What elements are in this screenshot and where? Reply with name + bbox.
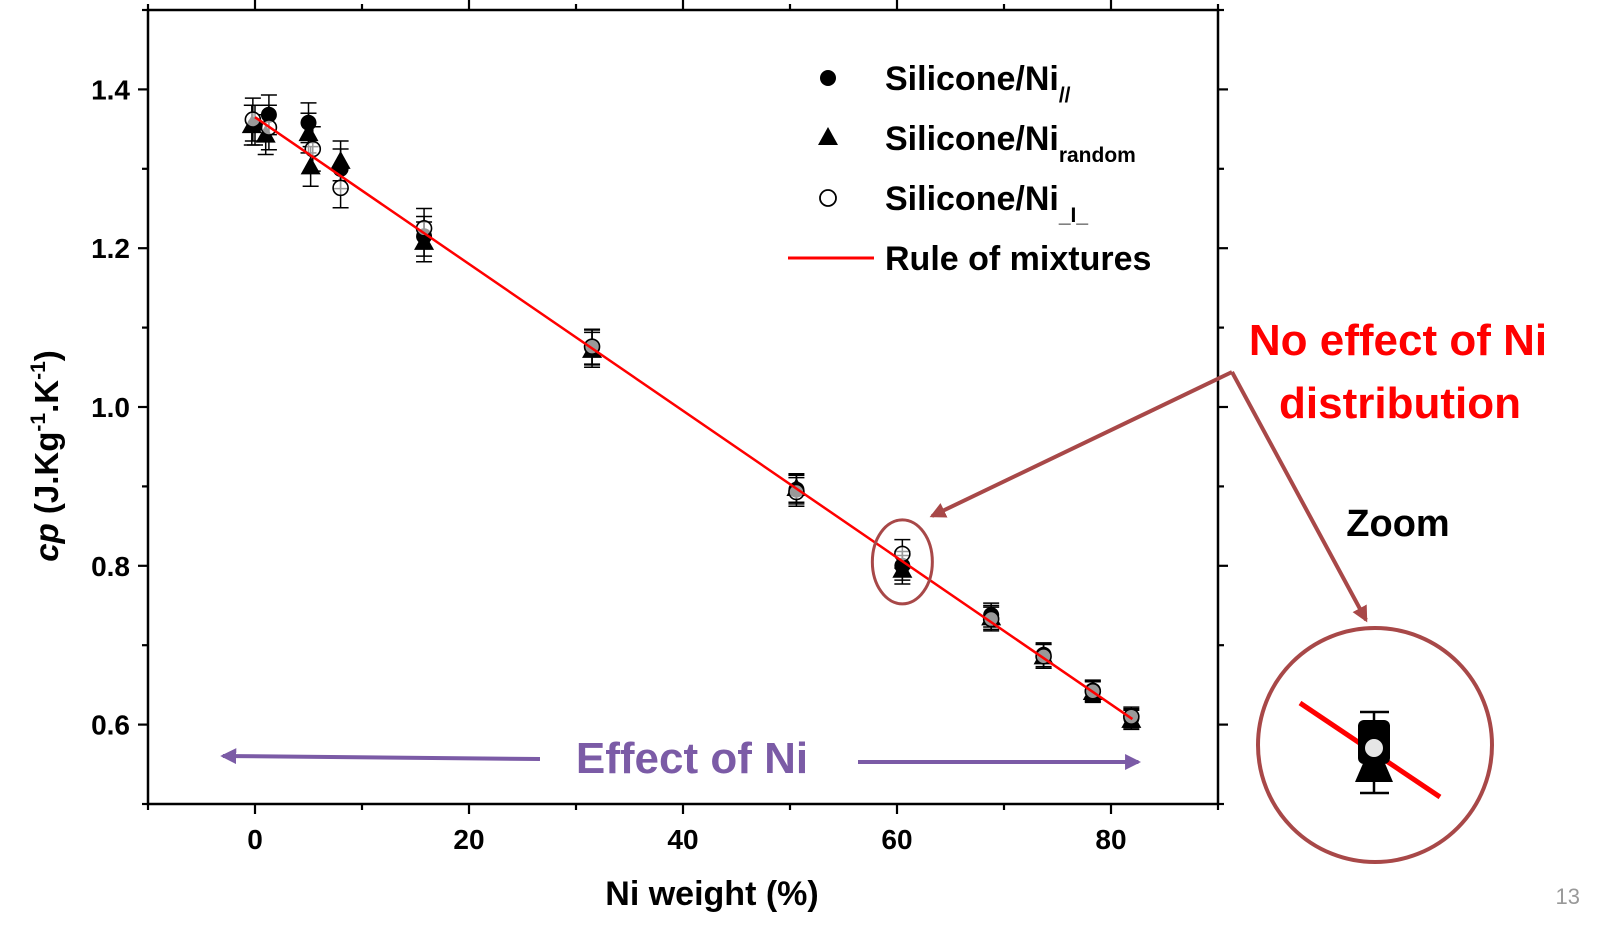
data-point-open-circle xyxy=(788,483,805,501)
callout-arrow-to-highlight xyxy=(929,370,1233,518)
axes: 0 20 40 60 80 0.6 0.8 1.0 1.2 1.4 xyxy=(91,0,1228,855)
y-axis-label-sup2: -1 xyxy=(27,361,50,380)
y-axis-label-sup1: -1 xyxy=(27,413,50,432)
y-axis-label: cp (J.Kg-1.K-1) xyxy=(27,350,65,562)
data-point-triangle xyxy=(298,123,319,142)
zoom-label: Zoom xyxy=(1346,503,1449,545)
zoom-inset-open-circle xyxy=(1363,737,1385,759)
legend-marker-open-circle xyxy=(819,189,837,207)
x-tick-label: 80 xyxy=(1095,824,1126,855)
legend-label-parallel-sub: // xyxy=(1059,84,1071,107)
legend-label-rule-of-mixtures: Rule of mixtures xyxy=(885,240,1151,278)
x-tick-label: 60 xyxy=(881,824,912,855)
y-tick-label: 1.0 xyxy=(91,392,130,423)
highlight-circle xyxy=(870,518,934,606)
no-effect-label-line2: distribution xyxy=(1279,379,1521,428)
legend-marker-filled-triangle xyxy=(818,127,838,145)
x-tick-label: 20 xyxy=(453,824,484,855)
y-tick-label: 1.4 xyxy=(91,74,130,105)
effect-arrow-left xyxy=(220,748,541,765)
legend-label-parallel: Silicone/Ni// xyxy=(885,60,1071,107)
data-point-open-circle xyxy=(982,610,1000,628)
zoom-inset-triangle xyxy=(1355,738,1393,782)
legend-label-random: Silicone/Nirandom xyxy=(885,120,1136,167)
y-tick-label: 0.6 xyxy=(91,710,130,741)
rule-of-mixtures-line xyxy=(254,116,1134,721)
legend-label-random-sub: random xyxy=(1059,144,1136,167)
x-axis-label: Ni weight (%) xyxy=(605,875,818,913)
data-point-open-circle xyxy=(1123,708,1140,725)
zoom-inset xyxy=(1256,626,1494,864)
legend-label-parallel-name: Silicone/Ni xyxy=(885,60,1059,98)
data-point-filled-circle xyxy=(300,114,317,131)
y-axis-label-units-prefix: (J.Kg xyxy=(28,432,65,515)
data-point-triangle xyxy=(300,156,321,175)
y-tick-label: 1.2 xyxy=(91,233,130,264)
data-point-triangle xyxy=(330,150,351,169)
legend-label-perpendicular-name: Silicone/Ni xyxy=(885,180,1059,218)
legend-label-perpendicular-sub: _I_ xyxy=(1058,204,1089,227)
no-effect-label-line1: No effect of Ni xyxy=(1249,316,1547,365)
data-point-triangle xyxy=(892,559,913,578)
y-axis-label-main: cp xyxy=(28,523,65,562)
data-point-triangle xyxy=(414,231,435,250)
x-tick-label: 40 xyxy=(667,824,698,855)
plot-area xyxy=(241,94,1142,731)
effect-of-ni-label: Effect of Ni xyxy=(576,734,808,783)
page-number: 13 xyxy=(1556,884,1580,909)
legend: Silicone/Ni// Silicone/Nirandom Silicone… xyxy=(788,60,1151,278)
y-axis-label-units-mid: .K xyxy=(28,380,65,413)
y-axis-label-units-suffix: ) xyxy=(28,350,65,361)
y-tick-label: 0.8 xyxy=(91,551,130,582)
x-tick-label: 0 xyxy=(247,824,263,855)
callout-arrow-to-zoom xyxy=(1230,371,1368,623)
legend-marker-filled-circle xyxy=(820,70,836,86)
legend-label-random-name: Silicone/Ni xyxy=(885,120,1059,158)
data-point-open-circle xyxy=(332,179,349,197)
data-point-filled-circle xyxy=(260,106,277,123)
legend-label-perpendicular: Silicone/Ni_I_ xyxy=(885,180,1088,227)
